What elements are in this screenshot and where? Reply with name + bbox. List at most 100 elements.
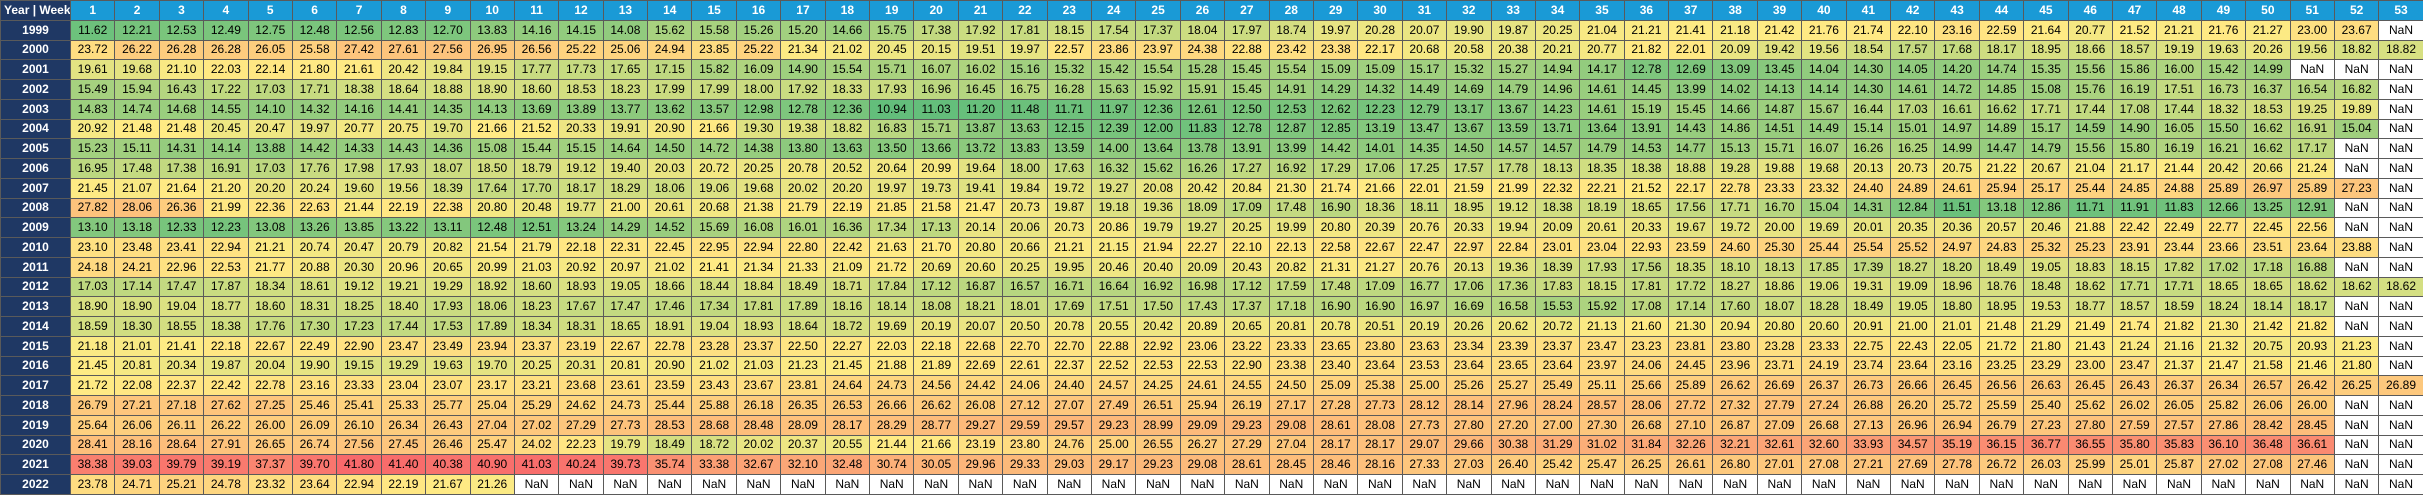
heatmap-cell: 28.48	[735, 414, 782, 436]
heatmap-cell: 19.05	[2023, 256, 2069, 278]
heatmap-cell: 29.08	[1179, 454, 1226, 475]
heatmap-cell: 18.53	[558, 79, 604, 100]
heatmap-cell: NaN	[1845, 474, 1892, 495]
heatmap-cell: 20.37	[780, 434, 826, 456]
heatmap-cell: 22.17	[1357, 39, 1403, 61]
heatmap-cell: 13.64	[1579, 118, 1625, 140]
heatmap-cell: 14.35	[1401, 138, 1448, 159]
heatmap-cell: 25.59	[1978, 395, 2025, 416]
week-header-33: 33	[1490, 0, 1536, 21]
heatmap-cell: 20.39	[1357, 217, 1403, 238]
heatmap-cell: 20.20	[824, 177, 871, 199]
heatmap-cell: 23.64	[2289, 237, 2335, 258]
heatmap-cell: NaN	[2378, 118, 2423, 140]
heatmap-cell: 12.00	[1135, 118, 1181, 140]
heatmap-cell: 14.01	[1357, 138, 1403, 159]
heatmap-cell: 14.59	[2067, 118, 2113, 140]
heatmap-cell: 17.36	[1490, 276, 1536, 298]
heatmap-cell: 13.87	[957, 118, 1004, 140]
heatmap-cell: 20.31	[558, 355, 604, 377]
heatmap-cell: 20.77	[1579, 39, 1625, 61]
heatmap-cell: NaN	[2156, 474, 2202, 495]
heatmap-cell: 25.89	[2200, 177, 2247, 199]
heatmap-cell: NaN	[602, 474, 649, 495]
heatmap-cell: 17.51	[1090, 296, 1137, 317]
heatmap-cell: 18.17	[2289, 296, 2335, 317]
heatmap-cell: 19.18	[1090, 197, 1137, 219]
heatmap-cell: 25.00	[1401, 375, 1448, 396]
heatmap-cell: 25.40	[2023, 395, 2069, 416]
heatmap-cell: 28.99	[1135, 414, 1181, 436]
heatmap-cell: 20.76	[1401, 256, 1448, 278]
heatmap-cell: 23.67	[735, 375, 782, 396]
heatmap-cell: 12.21	[114, 19, 160, 41]
heatmap-cell: 20.66	[1002, 237, 1048, 258]
heatmap-cell: 21.66	[469, 118, 515, 140]
heatmap-cell: 27.33	[1401, 454, 1448, 475]
heatmap-cell: 22.53	[1135, 355, 1181, 377]
heatmap-cell: 21.04	[1579, 19, 1625, 41]
heatmap-cell: 12.23	[203, 217, 249, 238]
heatmap-cell: 18.49	[780, 276, 826, 298]
heatmap-cell: 14.16	[336, 98, 382, 120]
week-header-31: 31	[1401, 0, 1448, 21]
heatmap-cell: 15.71	[1756, 138, 1803, 159]
heatmap-cell: 27.01	[1756, 454, 1803, 475]
heatmap-cell: 16.73	[2200, 79, 2247, 100]
year-row-2008: 2008 27.82 28.06 26.36 21.99 22.36 22.63 21.44 2…	[0, 197, 2423, 219]
heatmap-cell: 22.49	[2156, 217, 2202, 238]
heatmap-cell: 19.15	[469, 59, 515, 80]
heatmap-cell: 20.75	[1934, 158, 1980, 179]
heatmap-cell: 13.50	[869, 138, 915, 159]
heatmap-cell: 27.00	[1534, 414, 1581, 436]
heatmap-cell: NaN	[2333, 197, 2380, 219]
heatmap-cell: 17.71	[1712, 197, 1758, 219]
heatmap-cell: 12.53	[158, 19, 205, 41]
heatmap-cell: 23.33	[336, 375, 382, 396]
heatmap-cell: 23.16	[1934, 19, 1980, 41]
heatmap-cell: 18.30	[114, 316, 160, 337]
heatmap-cell: 12.51	[513, 217, 560, 238]
heatmap-cell: 17.08	[1623, 296, 1670, 317]
heatmap-cell: 20.96	[380, 256, 427, 278]
heatmap-cell: 22.08	[114, 375, 160, 396]
heatmap-cell: 19.42	[1756, 39, 1803, 61]
heatmap-cell: 22.57	[1046, 39, 1092, 61]
heatmap-cell: 13.64	[1135, 138, 1181, 159]
heatmap-cell: 17.77	[513, 59, 560, 80]
heatmap-cell: 17.83	[1534, 276, 1581, 298]
heatmap-cell: NaN	[1135, 474, 1181, 495]
heatmap-cell: 22.36	[247, 197, 293, 219]
heatmap-cell: 26.53	[824, 395, 871, 416]
heatmap-cell: NaN	[1668, 474, 1714, 495]
heatmap-cell: NaN	[869, 474, 915, 495]
heatmap-cell: 17.25	[1401, 158, 1448, 179]
heatmap-cell: 14.14	[203, 138, 249, 159]
heatmap-cell: 26.97	[2245, 177, 2291, 199]
heatmap-cell: 17.93	[1579, 256, 1625, 278]
heatmap-cell: 26.56	[1978, 375, 2025, 396]
heatmap-cell: 26.05	[247, 39, 293, 61]
heatmap-cell: 14.86	[1712, 118, 1758, 140]
heatmap-cell: 26.11	[158, 414, 205, 436]
heatmap-cell: 19.06	[1801, 276, 1847, 298]
week-header-8: 8	[380, 0, 427, 21]
heatmap-cell: 20.82	[1268, 256, 1314, 278]
heatmap-cell: 17.67	[558, 296, 604, 317]
heatmap-cell: 25.22	[558, 39, 604, 61]
heatmap-cell: 24.71	[114, 474, 160, 495]
heatmap-cell: 17.09	[1357, 276, 1403, 298]
heatmap-cell: 28.16	[1357, 454, 1403, 475]
heatmap-cell: 23.64	[1890, 355, 1936, 377]
heatmap-cell: 23.32	[1801, 177, 1847, 199]
year-label-2005: 2005	[0, 138, 71, 159]
heatmap-cell: 26.08	[957, 395, 1004, 416]
heatmap-cell: 14.30	[1845, 59, 1892, 80]
heatmap-cell: 22.27	[1179, 237, 1226, 258]
heatmap-cell: 19.19	[2156, 39, 2202, 61]
heatmap-cell: 15.09	[1357, 59, 1403, 80]
heatmap-cell: NaN	[2378, 256, 2423, 278]
heatmap-cell: 13.47	[1401, 118, 1448, 140]
heatmap-cell: 17.71	[2023, 98, 2069, 120]
heatmap-cell: 24.06	[1002, 375, 1048, 396]
